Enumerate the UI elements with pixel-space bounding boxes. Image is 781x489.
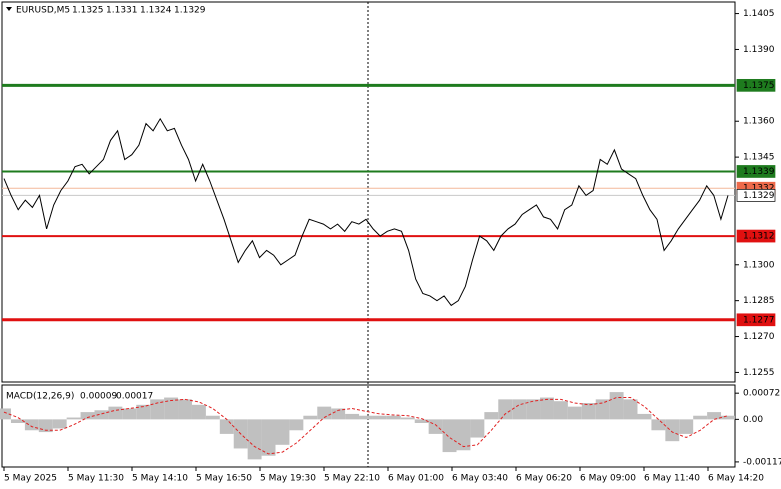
macd-bar [428,419,443,434]
x-tick-label: 5 May 22:10 [324,474,380,484]
macd-bar [178,399,192,420]
level-label-bg [736,229,776,243]
ohlc-value: 1.1325 [72,6,104,16]
macd-bar [470,419,485,438]
macd-bar [24,419,39,431]
level-label-bg [736,165,776,178]
ohlc-value: 1.1331 [106,6,138,16]
macd-bar [442,419,457,453]
macd-bar [567,406,582,420]
macd-bar [317,406,332,420]
x-tick-label: 6 May 06:20 [516,474,572,484]
macd-bar [540,397,554,420]
macd-readout: 0.00009 [80,392,117,402]
level-label-bg [736,189,776,202]
macd-bar [595,399,610,420]
macd-bar [609,392,624,420]
macd-bar [553,401,568,420]
level-label: 1.1277 [743,315,775,325]
macd-bar [526,399,541,420]
macd-bar [219,419,234,434]
y-tick-label: 0.00 [743,415,763,425]
y-tick-label: 1.1300 [743,260,775,270]
macd-bar [275,419,290,445]
symbol-title: EURUSD,M5 [16,6,70,16]
macd-bar [66,417,81,420]
price-line [3,117,729,307]
y-tick-label: 1.1255 [743,368,775,378]
x-tick-label: 6 May 11:40 [644,474,700,484]
x-tick-label: 5 May 14:10 [132,474,188,484]
macd-bar [651,419,666,431]
ohlc-value: 1.1324 [140,6,172,16]
y-tick-label: -0.00117 [743,457,781,467]
macd-bar [289,419,304,431]
macd-bar [164,397,179,420]
macd-bar [261,419,276,456]
y-tick-label: 1.1390 [743,45,775,55]
macd-bar [512,399,527,420]
macd-bar [721,415,735,420]
macd-bar [693,415,708,420]
macd-bar [623,399,638,420]
x-tick-label: 5 May 16:50 [196,474,252,484]
macd-bar [484,412,499,420]
macd-bar [331,408,346,420]
macd-bar [400,417,415,420]
macd-bar [637,413,652,420]
y-tick-label: 1.1405 [743,9,775,19]
level-label: 1.1312 [743,232,775,242]
y-tick-label: 1.1345 [743,153,775,163]
macd-bar [665,419,680,442]
level-label: 1.1375 [743,81,775,91]
macd-bar [456,419,471,451]
macd-bar [414,419,429,423]
macd-bar [205,415,220,420]
macd-title: MACD(12,26,9) [6,392,74,402]
macd-bar [122,408,137,420]
macd-bar [498,399,513,420]
menu-arrow [6,7,12,11]
x-tick-label: 5 May 11:30 [68,474,124,484]
macd-bar [150,399,165,420]
macd-bar [345,413,360,420]
x-tick-label: 6 May 03:40 [452,474,508,484]
macd-bar [80,412,95,420]
level-label-bg [736,313,776,327]
level-label: 1.1332 [743,184,775,194]
macd-bar [52,419,67,429]
ohlc-value: 1.1329 [174,6,206,16]
x-tick-label: 5 May 19:30 [260,474,316,484]
macd-readout: 0.00017 [116,392,153,402]
level-label-bg [736,78,776,92]
x-tick-label: 6 May 09:00 [580,474,636,484]
y-tick-label: 1.1270 [743,332,775,342]
macd-bar [359,415,373,420]
macd-bar [581,403,596,420]
macd-bar [247,419,262,460]
x-tick-label: 5 May 2025 [4,474,57,484]
macd-bar [707,412,722,420]
macd-bar [0,408,11,420]
x-tick-label: 6 May 14:20 [708,474,764,484]
y-tick-label: 0.00072 [743,389,780,399]
macd-bar [191,404,206,420]
level-label: 1.1329 [743,191,775,201]
macd-bar [94,410,109,420]
x-tick-label: 6 May 01:00 [388,474,444,484]
macd-bar [679,419,694,434]
y-tick-label: 1.1360 [743,117,775,127]
macd-bar [10,419,25,423]
macd-bar [136,404,151,420]
macd-bar [372,415,387,420]
macd-bar [108,406,123,420]
macd-bar [386,415,401,420]
y-tick-label: 1.1285 [743,296,775,306]
macd-bar [303,415,318,420]
level-label: 1.1339 [743,167,775,177]
